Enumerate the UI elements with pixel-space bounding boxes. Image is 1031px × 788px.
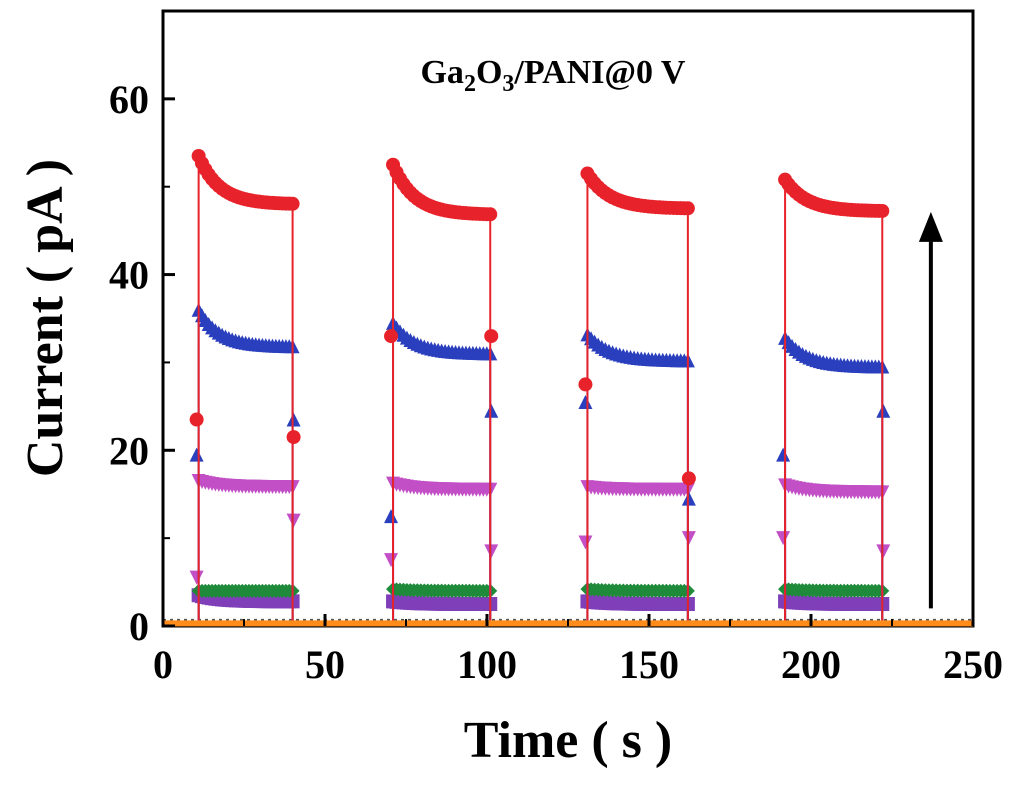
y-tick-label: 0 [129,604,149,649]
series-blue-cycle-4-rise-point [776,447,791,462]
series-red-cycle-1-line [197,153,294,624]
y-tick-label: 60 [109,77,149,122]
series-magenta-cycle-2-rise-point [384,553,399,568]
series-red-cycle-2-fall-point [484,329,499,344]
series-red-cycle-3-line [586,172,689,624]
series-red-cycle-1-point [285,196,300,211]
series-blue-cycle-3-line [586,333,689,624]
series-blue-cycle-1-rise-point [189,447,204,462]
series-blue-cycle-3-rise-point [578,394,593,409]
series-red-cycle-3-fall-point [681,471,696,486]
x-tick-label: 200 [781,642,841,687]
chart-title: Ga2O3/PANI@0 V [420,54,685,97]
increase-arrow-head [918,211,943,242]
series-magenta-cycle-1-rise-point [189,570,204,585]
plot-layer [163,148,973,627]
series-red-cycle-3-rise-point [578,377,593,392]
series-red-cycle-2-rise-point [384,329,399,344]
x-tick-label: 100 [457,642,517,687]
x-tick-label: 250 [943,642,1003,687]
series-red-cycle-4-line [784,177,884,624]
x-tick-label: 0 [153,642,173,687]
axes-layer: 0 50 100 150 200 250 0 20 40 60 [109,77,1003,687]
y-tick-label: 20 [109,428,149,473]
series-red-cycle-1-rise-point [189,412,204,427]
series-red-cycle-1-fall-point [286,430,301,445]
y-tick-label: 40 [109,253,149,298]
series-red-cycle-4-point [875,203,890,218]
x-tick-label: 50 [305,642,345,687]
x-tick-label: 150 [619,642,679,687]
series-blue-cycle-1-line [196,307,294,624]
series-blue-cycle-2-line [391,321,492,624]
plot-frame [161,9,975,628]
series-blue-cycle-2-rise-point [384,509,399,524]
series-blue-cycle-4-line [784,336,884,624]
series-magenta-cycle-4-rise-point [776,531,791,546]
x-axis-title: Time ( s ) [464,712,672,769]
series-red-cycle-2-point [483,207,498,222]
series-red-cycle-2-line [391,161,492,624]
y-axis-title: Current ( pA ) [17,159,74,477]
series-red-cycle-3-point [680,201,695,216]
series-magenta-cycle-3-rise-point [578,535,593,550]
